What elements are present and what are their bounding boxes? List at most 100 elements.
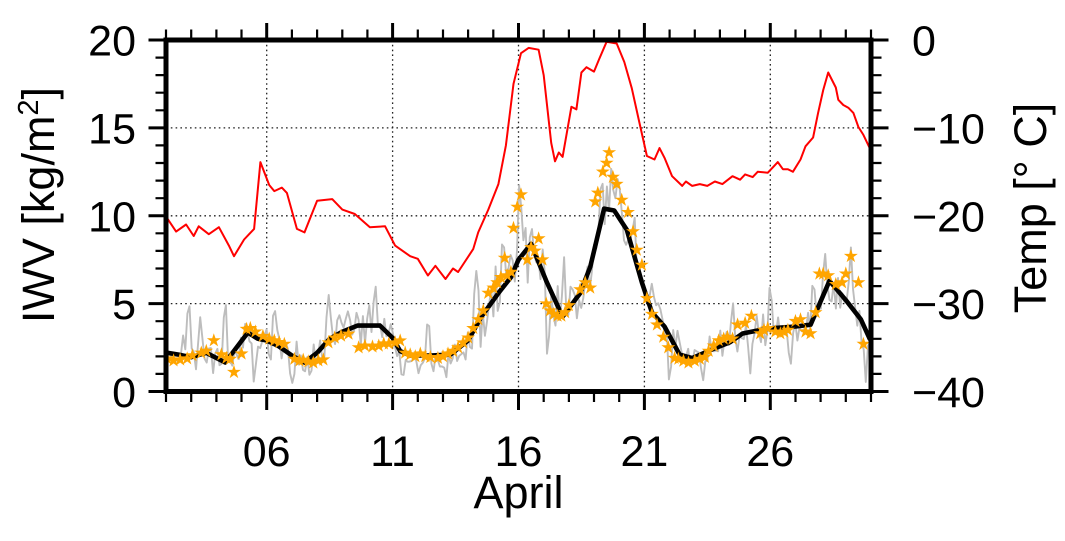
iwv-star xyxy=(692,351,707,365)
iwv-star xyxy=(287,351,302,365)
iwv-star xyxy=(527,243,542,257)
iwv-star xyxy=(311,353,326,367)
iwv-star xyxy=(821,268,836,282)
left-axis-title-bracket: ] xyxy=(13,87,64,100)
iwv-star xyxy=(578,275,593,289)
x-tick-label: 16 xyxy=(495,428,543,476)
iwv-star xyxy=(716,331,731,345)
iwv-star xyxy=(497,250,512,264)
iwv-star xyxy=(546,306,561,321)
iwv-star xyxy=(321,335,336,349)
iwv-star xyxy=(358,338,372,352)
iwv-star xyxy=(554,308,569,322)
iwv-star xyxy=(558,305,572,319)
iwv-star xyxy=(388,335,403,349)
iwv-star xyxy=(621,204,635,219)
iwv-star xyxy=(262,331,277,345)
iwv-star xyxy=(687,353,702,367)
iwv-star-markers xyxy=(163,145,871,379)
iwv-star xyxy=(681,355,696,369)
iwv-star xyxy=(535,252,550,266)
iwv-star xyxy=(757,322,771,336)
iwv-star xyxy=(461,330,476,344)
iwv-star xyxy=(777,324,792,338)
iwv-star xyxy=(634,257,649,271)
iwv-star xyxy=(446,343,460,357)
iwv-star xyxy=(292,353,307,367)
iwv-star xyxy=(768,324,783,338)
iwv-star xyxy=(227,364,241,379)
iwv-star xyxy=(676,353,691,367)
iwv-star xyxy=(606,169,620,183)
iwv-star xyxy=(816,266,831,280)
iwv-star xyxy=(408,349,423,363)
iwv-star xyxy=(334,328,348,342)
iwv-star xyxy=(173,352,187,366)
iwv-star xyxy=(436,349,450,363)
iwv-star xyxy=(645,306,659,321)
iwv-star xyxy=(500,268,515,282)
iwv-star xyxy=(543,303,557,317)
iwv-star xyxy=(456,335,470,349)
iwv-star xyxy=(524,240,538,254)
iwv-star xyxy=(828,277,843,291)
axis-tick-labels: 06 11 16 21 26 0 5 10 15 20 0 −10 −20 −30 −40 xyxy=(88,18,985,477)
iwv-star xyxy=(590,185,605,199)
iwv-star xyxy=(493,270,508,284)
iwv-star xyxy=(431,350,445,364)
minor-ticks xyxy=(155,29,882,402)
x-tick-label: 11 xyxy=(370,428,415,476)
iwv-star xyxy=(671,351,686,365)
y-left-tick-label: 5 xyxy=(112,281,136,329)
iwv-star xyxy=(277,336,292,350)
iwv-star xyxy=(656,329,671,343)
temperature-line xyxy=(166,40,871,280)
iwv-star xyxy=(403,347,418,361)
plot-frame xyxy=(163,37,874,394)
iwv-star xyxy=(803,326,818,340)
iwv-star xyxy=(614,192,629,206)
x-tick-label: 26 xyxy=(746,428,794,476)
major-ticks xyxy=(148,23,889,410)
axis-ticks xyxy=(148,23,889,410)
iwv-star xyxy=(185,348,200,362)
iwv-star xyxy=(629,242,644,256)
iwv-star xyxy=(744,308,759,322)
iwv-star xyxy=(573,282,588,296)
left-axis-title-superscript: 2 xyxy=(13,99,45,115)
iwv-star xyxy=(267,333,282,347)
iwv-star xyxy=(730,317,745,331)
iwv-star xyxy=(798,324,813,338)
iwv-star xyxy=(206,333,221,347)
iwv-star xyxy=(808,305,823,319)
iwv-star xyxy=(243,320,258,335)
iwv-star xyxy=(583,280,598,294)
iwv-star xyxy=(640,291,654,305)
iwv-star xyxy=(725,331,740,345)
iwv-star xyxy=(506,220,521,234)
iwv-star xyxy=(166,353,181,367)
iwv-star xyxy=(599,155,614,169)
right-axis-title: Temp [° C] xyxy=(1005,103,1056,314)
iwv-star xyxy=(626,224,640,238)
iwv-star xyxy=(393,333,408,347)
iwv-star xyxy=(296,352,311,366)
iwv-star xyxy=(248,324,263,338)
iwv-star xyxy=(661,340,676,354)
iwv-star xyxy=(720,329,735,343)
iwv-star xyxy=(520,252,535,266)
iwv-star xyxy=(471,312,486,326)
iwv-star xyxy=(341,326,356,340)
iwv-star xyxy=(773,326,788,340)
iwv-star xyxy=(451,340,465,354)
iwv-star xyxy=(199,343,214,357)
iwv-star xyxy=(738,315,752,329)
y-right-tick-label: −40 xyxy=(912,369,985,417)
iwv-star xyxy=(180,351,195,365)
iwv-star xyxy=(835,275,849,289)
iwv-star xyxy=(788,313,803,328)
iwv-star xyxy=(398,345,413,359)
iwv-star xyxy=(588,194,603,208)
iwv-star xyxy=(441,346,455,360)
